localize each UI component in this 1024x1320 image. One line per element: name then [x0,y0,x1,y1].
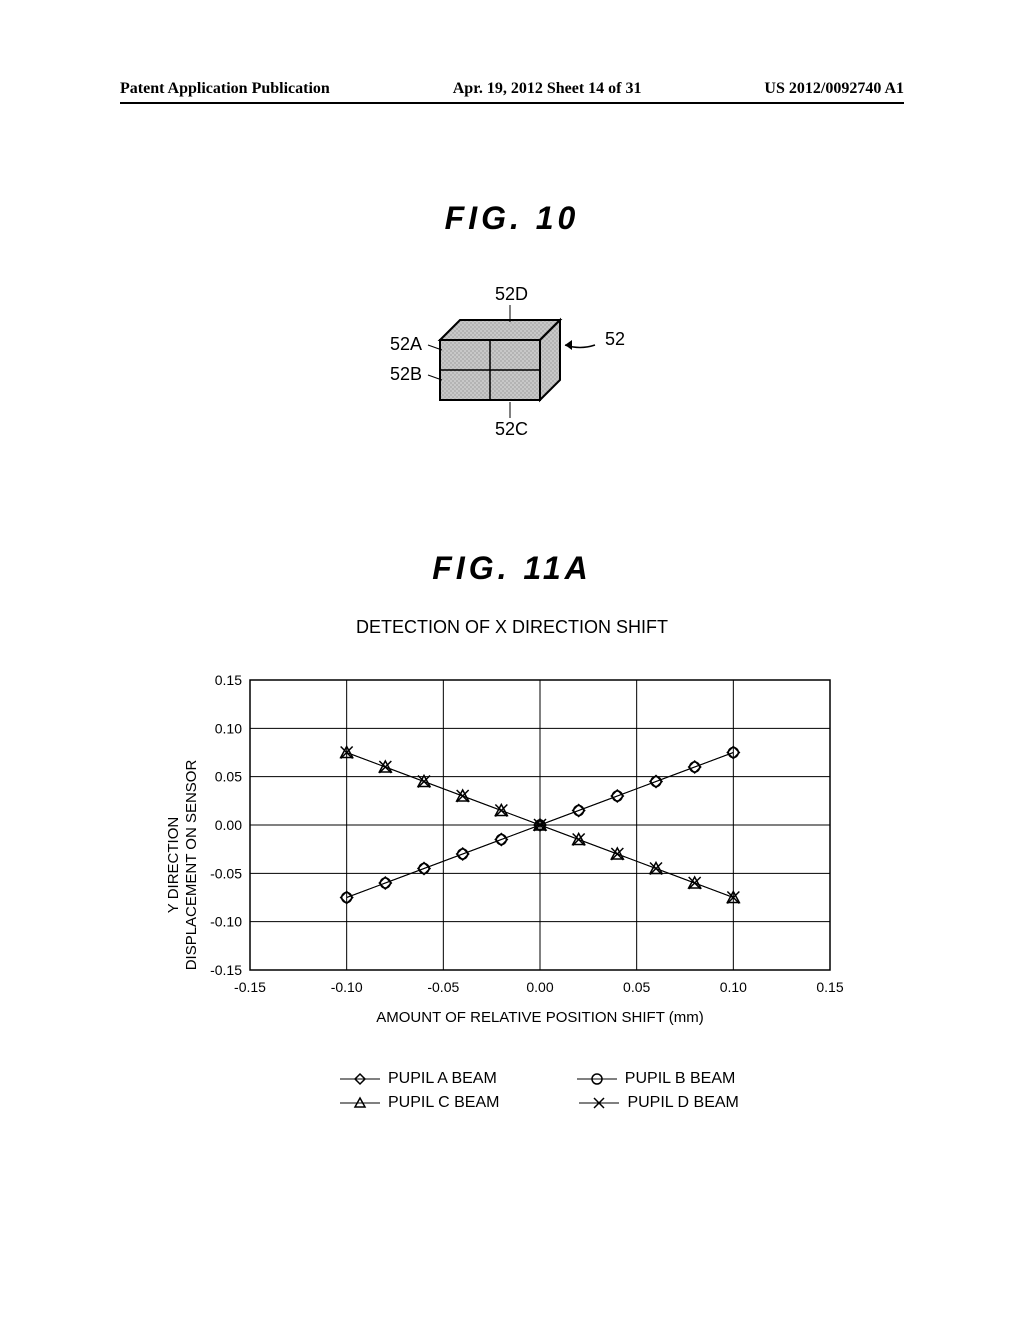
svg-text:-0.10: -0.10 [210,914,242,930]
fig10-container: FIG. 10 [0,200,1024,237]
legend-label-b: PUPIL B BEAM [625,1070,736,1088]
fig10-title: FIG. 10 [0,200,1024,237]
svg-text:0.15: 0.15 [816,979,843,995]
legend-label-c: PUPIL C BEAM [388,1094,499,1112]
fig10-diagram: 52D 52A 52B 52C 52 [380,280,640,450]
svg-text:-0.10: -0.10 [331,979,363,995]
legend-label-a: PUPIL A BEAM [388,1070,497,1088]
svg-text:AMOUNT OF RELATIVE POSITION SH: AMOUNT OF RELATIVE POSITION SHIFT (mm) [376,1009,704,1026]
chart-area: -0.15 -0.10 -0.05 0.00 0.05 0.10 0.15 -0.15 -0.1… [150,660,870,1100]
fig11a-title: FIG. 11A [0,550,1024,587]
header-right: US 2012/0092740 A1 [764,80,904,98]
legend-item-c: PUPIL C BEAM [340,1094,499,1112]
svg-text:-0.05: -0.05 [210,865,242,881]
label-52d: 52D [495,284,528,304]
label-52a: 52A [390,334,422,354]
label-52: 52 [605,329,625,349]
svg-text:DISPLACEMENT ON SENSOR: DISPLACEMENT ON SENSOR [183,760,200,971]
svg-text:-0.15: -0.15 [234,979,266,995]
label-52b: 52B [390,364,422,384]
header-center: Apr. 19, 2012 Sheet 14 of 31 [453,80,642,98]
chart-subtitle: DETECTION OF X DIRECTION SHIFT [0,617,1024,638]
header-rule [120,102,904,104]
legend-label-d: PUPIL D BEAM [627,1094,738,1112]
chart-legend: PUPIL A BEAM PUPIL B BEAM PUPIL C BEAM P… [340,1070,739,1118]
svg-text:0.05: 0.05 [215,769,242,785]
svg-text:0.10: 0.10 [720,979,747,995]
legend-item-a: PUPIL A BEAM [340,1070,497,1088]
svg-text:0.00: 0.00 [215,817,242,833]
svg-text:0.10: 0.10 [215,720,242,736]
svg-text:Y DIRECTION: Y DIRECTION [165,817,182,913]
page-header: Patent Application Publication Apr. 19, … [120,80,904,98]
svg-text:0.00: 0.00 [526,979,553,995]
label-52c: 52C [495,419,528,439]
fig11a-container: FIG. 11A DETECTION OF X DIRECTION SHIFT [0,550,1024,638]
svg-text:-0.15: -0.15 [210,962,242,978]
svg-text:0.05: 0.05 [623,979,650,995]
svg-text:-0.05: -0.05 [427,979,459,995]
legend-item-b: PUPIL B BEAM [577,1070,736,1088]
legend-item-d: PUPIL D BEAM [579,1094,738,1112]
header-left: Patent Application Publication [120,80,330,98]
svg-text:0.15: 0.15 [215,672,242,688]
